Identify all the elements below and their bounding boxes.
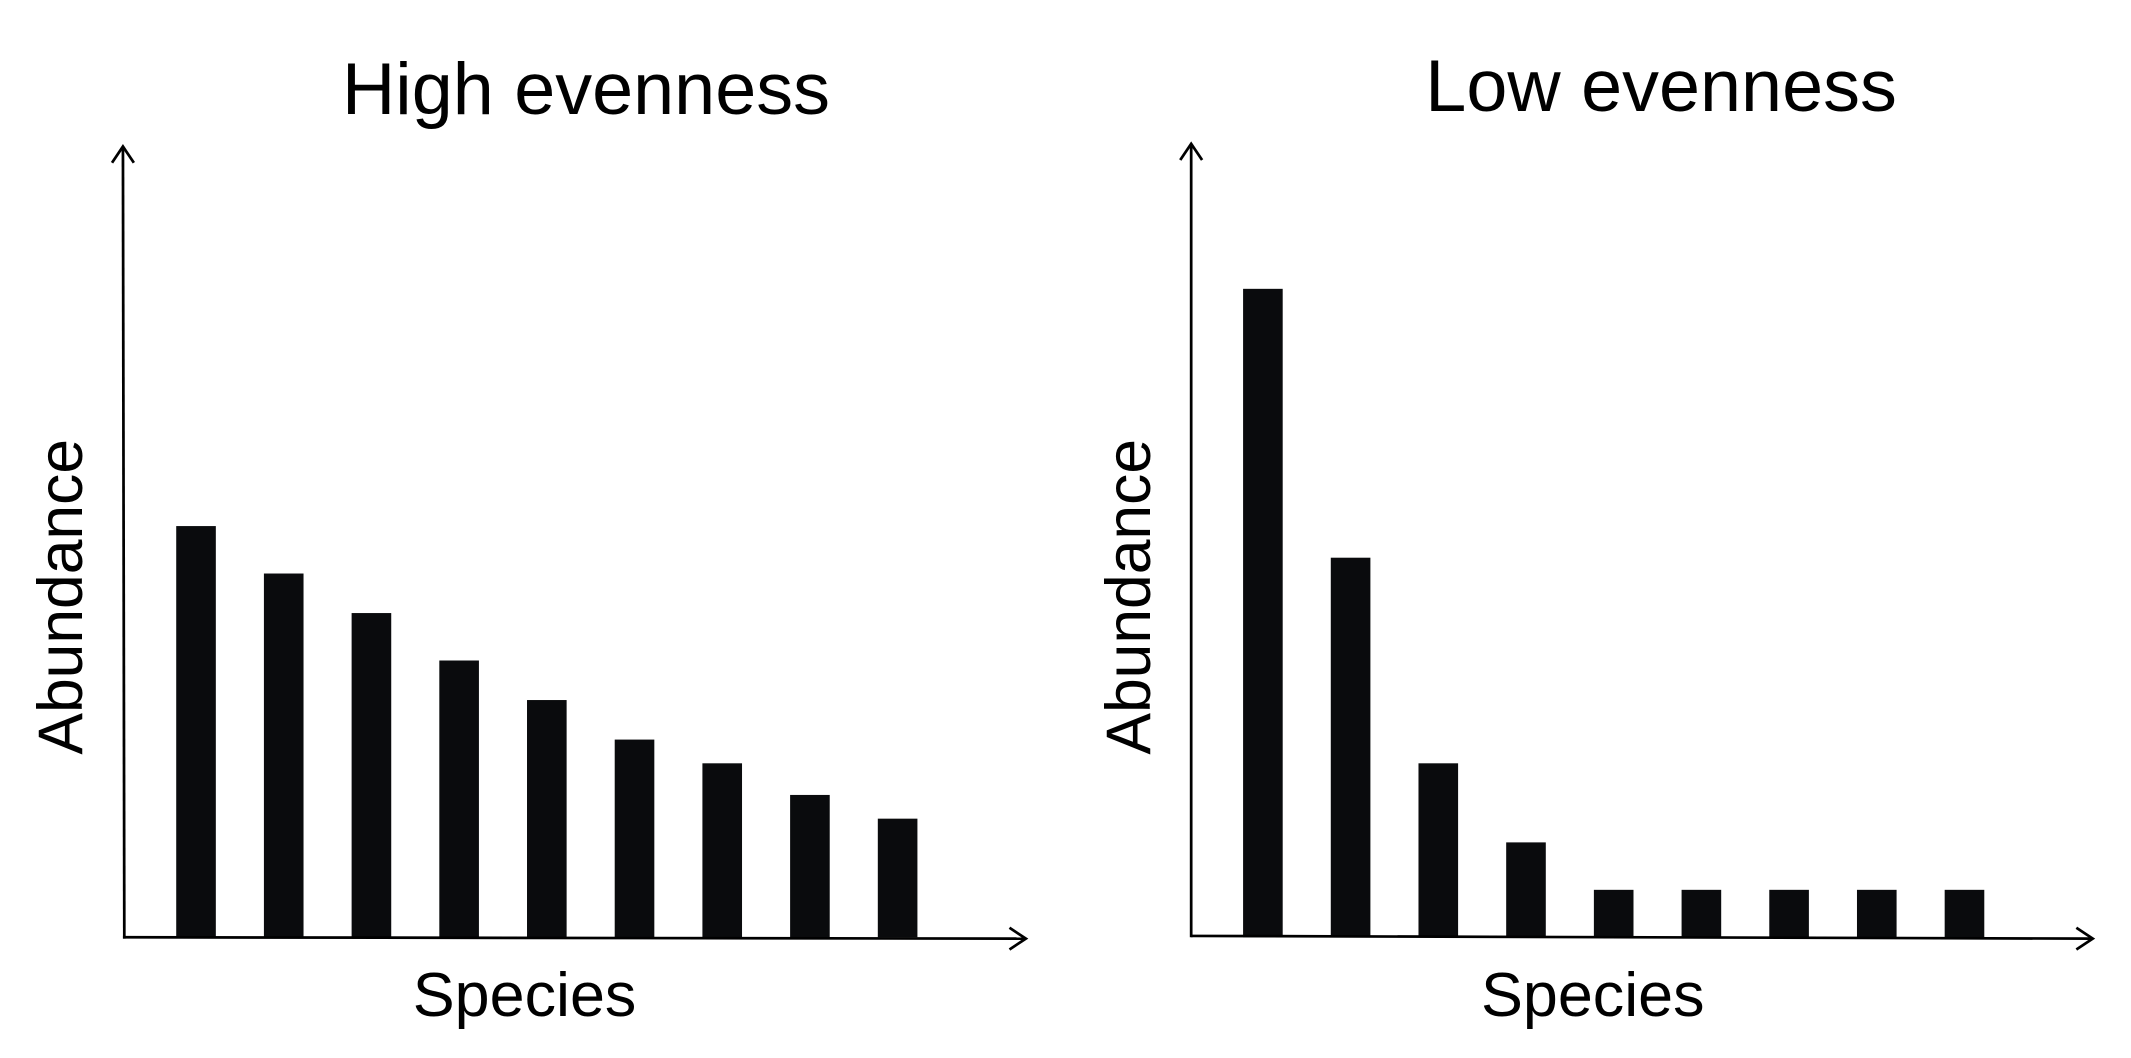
bar-species-2 bbox=[263, 573, 304, 938]
bar-species-4 bbox=[1506, 842, 1546, 938]
bar-species-5 bbox=[1593, 889, 1634, 938]
x-axis bbox=[1191, 934, 2093, 940]
bar-species-5 bbox=[527, 700, 567, 938]
bar-species-4 bbox=[439, 660, 479, 938]
bar-species-3 bbox=[1418, 763, 1459, 938]
chart-title: Low evenness bbox=[1425, 44, 1897, 127]
panel-low-evenness: Low evenness Species Abundance bbox=[1094, 44, 2096, 1030]
y-axis-label: Abundance bbox=[1094, 439, 1164, 755]
bar-species-8 bbox=[1856, 889, 1897, 938]
bar-species-7 bbox=[1769, 889, 1809, 938]
bar-species-6 bbox=[1681, 889, 1722, 938]
bars bbox=[1243, 288, 1985, 938]
y-axis-label: Abundance bbox=[26, 439, 96, 755]
y-axis bbox=[121, 146, 126, 939]
bar-species-9 bbox=[1944, 889, 1985, 938]
bar-species-3 bbox=[351, 613, 392, 938]
bars bbox=[176, 526, 918, 938]
bar-species-8 bbox=[790, 794, 830, 938]
bar-species-2 bbox=[1330, 557, 1371, 938]
x-axis-arrow-icon bbox=[1008, 926, 1029, 951]
x-axis-label: Species bbox=[1481, 960, 1705, 1030]
panel-high-evenness: High evenness Species Abundance bbox=[26, 47, 1029, 1030]
bar-species-1 bbox=[176, 526, 216, 938]
x-axis-label: Species bbox=[413, 960, 637, 1030]
chart-title: High evenness bbox=[342, 47, 830, 130]
bar-species-1 bbox=[1243, 288, 1283, 938]
bar-species-7 bbox=[702, 763, 743, 938]
x-axis bbox=[122, 935, 1026, 940]
y-axis-arrow-icon bbox=[110, 144, 136, 164]
bar-species-6 bbox=[614, 739, 655, 938]
x-axis-arrow-icon bbox=[2075, 926, 2096, 951]
bar-species-9 bbox=[877, 818, 918, 938]
y-axis-arrow-icon bbox=[1179, 141, 1204, 161]
